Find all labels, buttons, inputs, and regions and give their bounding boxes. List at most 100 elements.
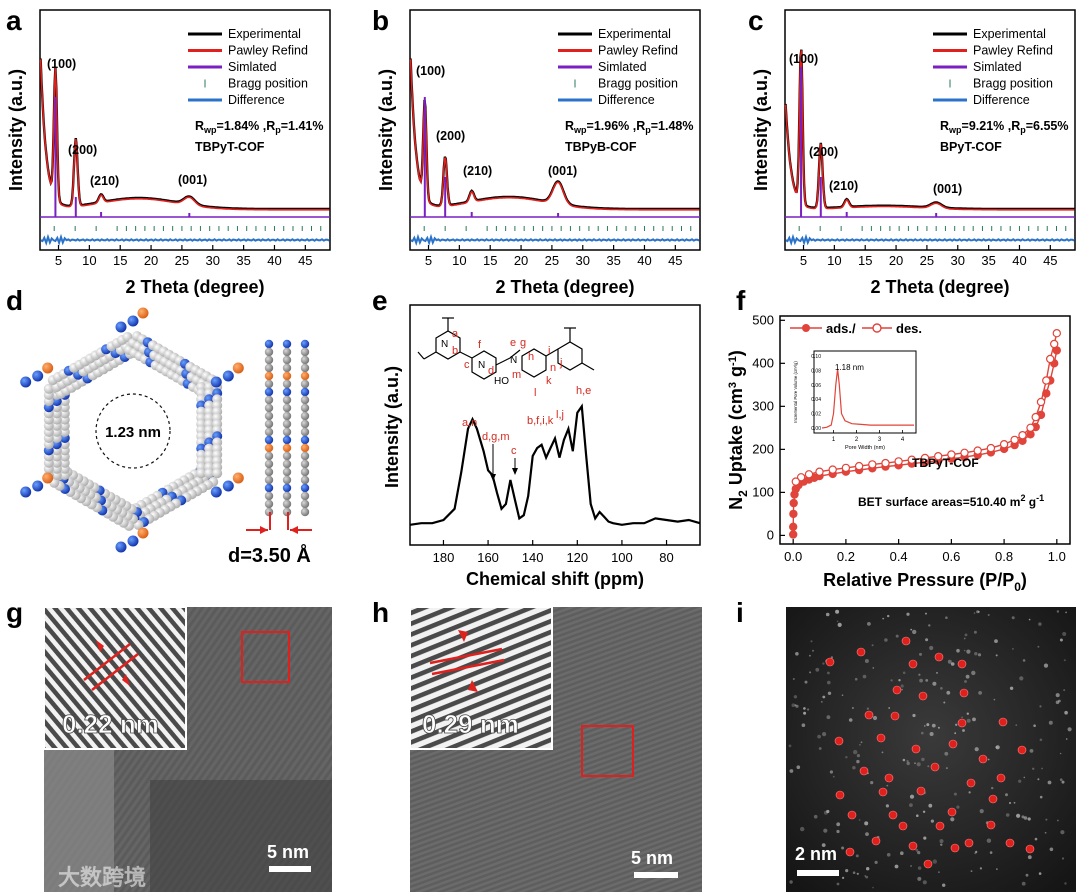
x-axis-label: 2 Theta (degree) bbox=[495, 277, 634, 297]
bright-spot bbox=[968, 791, 971, 794]
inset-x-tick-label: 3 bbox=[878, 437, 882, 443]
x-tick-label: 0.2 bbox=[837, 549, 855, 564]
atom-marker bbox=[966, 778, 976, 788]
legend-ads-label: ads./ bbox=[826, 321, 856, 336]
inset-y-tick-label: 0.08 bbox=[811, 368, 821, 374]
atom bbox=[300, 443, 310, 453]
bright-spot bbox=[858, 819, 861, 821]
peak-index-label: (001) bbox=[178, 173, 207, 187]
bright-spot bbox=[853, 749, 858, 755]
x-tick-label: 1.0 bbox=[1048, 549, 1066, 564]
bright-spot bbox=[1057, 819, 1059, 822]
refinement-factors: Rwp=1.84% ,Rp=1.41% bbox=[195, 119, 324, 135]
atom bbox=[264, 403, 274, 413]
bright-spot bbox=[1060, 830, 1065, 835]
atom bbox=[43, 383, 54, 394]
bright-spot bbox=[1048, 720, 1053, 725]
x-tick-label: 120 bbox=[566, 550, 588, 565]
atom bbox=[300, 411, 310, 421]
bright-spot bbox=[1027, 817, 1031, 821]
bright-spot bbox=[865, 832, 869, 836]
pawley-line bbox=[409, 59, 700, 211]
pore-distribution-line bbox=[821, 368, 914, 429]
panel-label-d: d bbox=[6, 285, 23, 316]
bright-spot bbox=[956, 648, 960, 653]
x-tick-label: 5 bbox=[425, 253, 432, 268]
atom bbox=[282, 403, 292, 413]
bright-spot bbox=[995, 654, 998, 657]
bright-spot bbox=[855, 854, 859, 858]
bright-spot bbox=[866, 707, 870, 710]
refinement-factors: Rwp=1.96% ,Rp=1.48% bbox=[565, 119, 694, 135]
single-atom-markers bbox=[825, 636, 1035, 869]
bright-spot bbox=[793, 695, 798, 699]
atom bbox=[232, 472, 244, 484]
atom bbox=[300, 403, 310, 413]
peak-label: c bbox=[511, 445, 517, 457]
peak-index-label: (001) bbox=[548, 164, 577, 178]
des-point bbox=[920, 453, 930, 463]
bright-spot bbox=[966, 649, 971, 654]
atom-marker bbox=[901, 636, 911, 646]
bright-spot bbox=[938, 871, 940, 874]
des-point bbox=[815, 467, 824, 476]
inset-y-label: Incremental Pore Volume (cm³/g) bbox=[793, 361, 798, 423]
y-tick-label: 400 bbox=[752, 355, 774, 370]
bright-spot bbox=[929, 645, 934, 651]
peak-index-label: (210) bbox=[829, 179, 858, 193]
des-point bbox=[986, 443, 996, 453]
des-point bbox=[1031, 412, 1040, 422]
bright-spot bbox=[870, 781, 874, 785]
atom-marker bbox=[888, 810, 898, 820]
bright-spot bbox=[795, 652, 799, 656]
atom bbox=[264, 459, 274, 469]
bright-spot bbox=[1064, 710, 1068, 715]
bright-spot bbox=[809, 654, 811, 657]
bright-spot bbox=[915, 848, 919, 852]
bright-spot bbox=[796, 765, 801, 769]
refinement-part: =9.21% ,R bbox=[962, 119, 1021, 133]
nmr-x-axis-label: Chemical shift (ppm) bbox=[466, 569, 644, 589]
des-point bbox=[804, 470, 814, 479]
atom-marker bbox=[898, 821, 908, 831]
atom-marker bbox=[948, 739, 958, 749]
atom-marker bbox=[884, 773, 894, 783]
bright-spot bbox=[1023, 776, 1026, 779]
bright-spot bbox=[987, 758, 990, 761]
legend-label: Pawley Refind bbox=[598, 44, 678, 58]
x-tick-label: 10 bbox=[452, 253, 466, 268]
bright-spot bbox=[841, 694, 844, 696]
x-tick-label: 30 bbox=[951, 253, 965, 268]
atom-marker bbox=[957, 659, 967, 669]
refinement-part: =1.41% bbox=[281, 119, 324, 133]
bright-spot bbox=[991, 786, 994, 790]
bright-spot bbox=[910, 628, 913, 631]
bright-spot bbox=[836, 822, 841, 827]
bright-spot bbox=[1061, 780, 1065, 784]
ads-point bbox=[789, 498, 798, 508]
atom bbox=[300, 355, 310, 365]
bright-spot bbox=[939, 839, 944, 844]
bright-spot bbox=[1038, 872, 1042, 875]
bright-spot bbox=[788, 744, 792, 748]
bright-spot bbox=[852, 766, 856, 770]
des-point bbox=[854, 461, 864, 471]
structure-model-panel: 1.23 nm d=3.50 Å bbox=[20, 307, 312, 567]
bright-spot bbox=[872, 886, 874, 889]
xrd-panel-c: 5 10 15 20 25 30 35 40 45 2 Theta (degree) Intensi… bbox=[751, 9, 1076, 297]
bright-spot bbox=[823, 828, 828, 833]
bright-spot bbox=[1013, 801, 1016, 804]
bright-spot bbox=[842, 876, 845, 880]
lattice-spacing-g: 0.22 nm bbox=[62, 709, 159, 739]
x-tick-label: 15 bbox=[483, 253, 497, 268]
bright-spot bbox=[1025, 873, 1029, 877]
fringe-marker bbox=[429, 647, 503, 665]
atom-label: g bbox=[520, 337, 526, 349]
bright-spot bbox=[961, 716, 963, 719]
ads-point bbox=[1042, 389, 1051, 398]
bright-spot bbox=[807, 708, 810, 711]
atom-label: j bbox=[559, 357, 562, 369]
atom-marker bbox=[845, 847, 855, 857]
atom-marker bbox=[996, 773, 1006, 783]
bright-spot bbox=[956, 805, 960, 809]
